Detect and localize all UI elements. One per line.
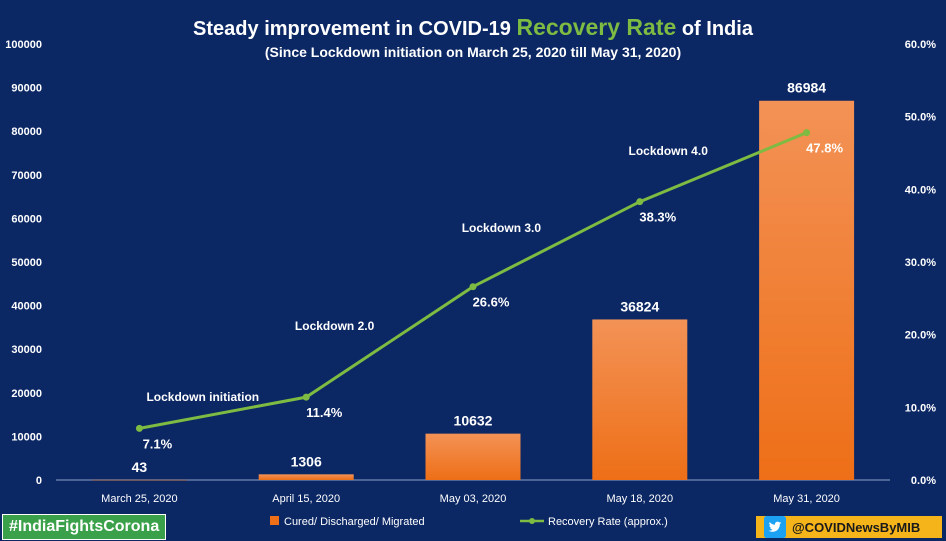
phase-annotation: Lockdown 3.0 <box>462 221 542 235</box>
y2-tick-label: 40.0% <box>905 184 936 196</box>
legend-line-marker <box>529 518 535 524</box>
line-point <box>469 283 477 291</box>
y-tick-label: 10000 <box>11 431 42 443</box>
legend-line-label: Recovery Rate (approx.) <box>548 516 668 528</box>
y-tick-label: 100000 <box>5 39 42 51</box>
line-point <box>302 393 310 401</box>
y2-tick-label: 30.0% <box>905 257 936 269</box>
bar-value-label: 1306 <box>291 453 322 469</box>
legend-bar-swatch <box>270 516 279 525</box>
title-post: of India <box>676 18 753 40</box>
line-point <box>135 424 143 432</box>
recovery-rate-line <box>139 131 808 430</box>
x-tick-label: May 18, 2020 <box>606 493 673 505</box>
hashtag-badge: #IndiaFightsCorona <box>2 514 167 540</box>
line-value-label: 7.1% <box>143 436 173 451</box>
y-tick-label: 0 <box>36 475 42 487</box>
y2-tick-label: 0.0% <box>911 475 936 487</box>
phase-annotation: Lockdown initiation <box>146 390 259 404</box>
y-tick-label: 30000 <box>11 344 42 356</box>
phase-annotation: Lockdown 2.0 <box>295 319 375 333</box>
x-tick-label: April 15, 2020 <box>272 493 340 505</box>
bar <box>592 319 688 480</box>
y2-tick-label: 10.0% <box>905 402 936 414</box>
x-tick-label: March 25, 2020 <box>101 493 177 505</box>
y-tick-label: 50000 <box>11 257 42 269</box>
twitter-handle-badge: @COVIDNewsByMIB <box>756 516 942 538</box>
bar-value-label: 10632 <box>454 413 493 429</box>
chart-title: Steady improvement in COVID-19 Recovery … <box>0 14 946 41</box>
x-tick-label: May 31, 2020 <box>773 493 840 505</box>
bar <box>759 100 855 481</box>
bar <box>91 479 187 481</box>
y-tick-label: 20000 <box>11 388 42 400</box>
title-highlight: Recovery Rate <box>516 14 677 40</box>
legend-bar-label: Cured/ Discharged/ Migrated <box>284 516 425 528</box>
line-point <box>636 198 644 206</box>
title-pre: Steady improvement in COVID-19 <box>193 18 517 40</box>
y2-tick-label: 60.0% <box>905 39 936 51</box>
bar <box>425 433 521 480</box>
x-tick-label: May 03, 2020 <box>440 493 507 505</box>
phase-annotation: Lockdown 4.0 <box>629 144 709 158</box>
bar-value-label: 43 <box>132 459 148 475</box>
bar <box>258 474 354 480</box>
bar-value-label: 36824 <box>620 298 659 314</box>
line-value-label: 11.4% <box>306 405 343 420</box>
line-point <box>803 129 811 137</box>
y2-tick-label: 20.0% <box>905 330 936 342</box>
handle-text: @COVIDNewsByMIB <box>792 519 921 535</box>
line-value-label: 38.3% <box>639 210 676 225</box>
y-tick-label: 60000 <box>11 213 42 225</box>
y2-tick-label: 50.0% <box>905 112 936 124</box>
y-tick-label: 80000 <box>11 126 42 138</box>
y-tick-label: 40000 <box>11 301 42 313</box>
y-tick-label: 70000 <box>11 170 42 182</box>
bar-value-label: 86984 <box>787 80 826 96</box>
line-value-label: 47.8% <box>806 141 843 156</box>
y-tick-label: 90000 <box>11 83 42 95</box>
line-value-label: 26.6% <box>473 295 510 310</box>
chart-subtitle: (Since Lockdown initiation on March 25, … <box>264 44 682 60</box>
twitter-icon <box>764 516 786 538</box>
